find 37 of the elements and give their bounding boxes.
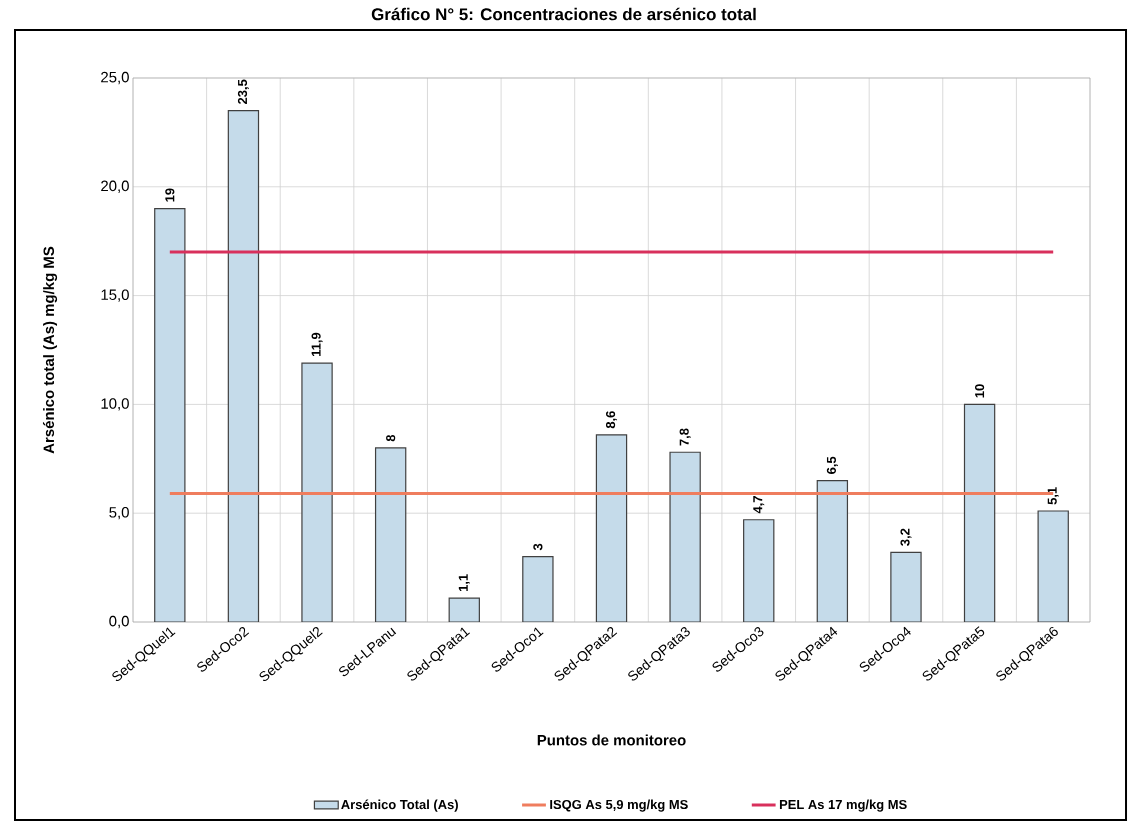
data-label: 4,7 — [753, 496, 765, 514]
data-label: 3 — [533, 543, 543, 551]
legend-label: PEL As 17 mg/kg MS — [779, 799, 907, 812]
data-label: 23,5 — [237, 79, 249, 104]
y-tick-label: 20,0 — [101, 180, 129, 193]
bar — [154, 207, 186, 622]
bar — [522, 556, 554, 622]
bar — [743, 519, 775, 622]
data-label: 8 — [386, 434, 396, 442]
data-label: 19 — [165, 188, 175, 202]
data-label: 1,1 — [458, 574, 470, 592]
bar — [890, 551, 922, 622]
y-tick-label: 10,0 — [101, 398, 129, 411]
bar — [963, 403, 996, 622]
chart-title: Gráfico N° 5: Concentraciones de arsénico total — [371, 7, 756, 21]
y-axis-title: Arsénico total (As) mg/kg MS — [42, 246, 58, 454]
y-tick-label: 15,0 — [101, 289, 129, 302]
data-label: 8,6 — [605, 411, 618, 429]
bar — [595, 434, 628, 622]
legend-label: Arsénico Total (As) — [341, 799, 458, 812]
data-label: 10 — [975, 384, 985, 398]
bar — [374, 447, 407, 622]
bar — [669, 451, 701, 622]
x-axis-title: Puntos de monitoreo — [537, 734, 686, 746]
bar — [1037, 510, 1069, 622]
data-label: 11,9 — [311, 332, 323, 357]
data-label: 6,5 — [826, 456, 838, 474]
y-tick-label: 5,0 — [109, 507, 129, 520]
data-label: 5,1 — [1047, 487, 1059, 505]
y-tick-label: 25,0 — [101, 71, 129, 85]
bar — [227, 110, 260, 622]
bar — [816, 479, 849, 622]
data-label: 7,8 — [679, 428, 691, 446]
y-tick-label: 0,0 — [109, 615, 129, 629]
bar — [301, 362, 333, 622]
data-label: 3,2 — [900, 528, 912, 546]
legend-label: ISQG As 5,9 mg/kg MS — [550, 799, 688, 812]
